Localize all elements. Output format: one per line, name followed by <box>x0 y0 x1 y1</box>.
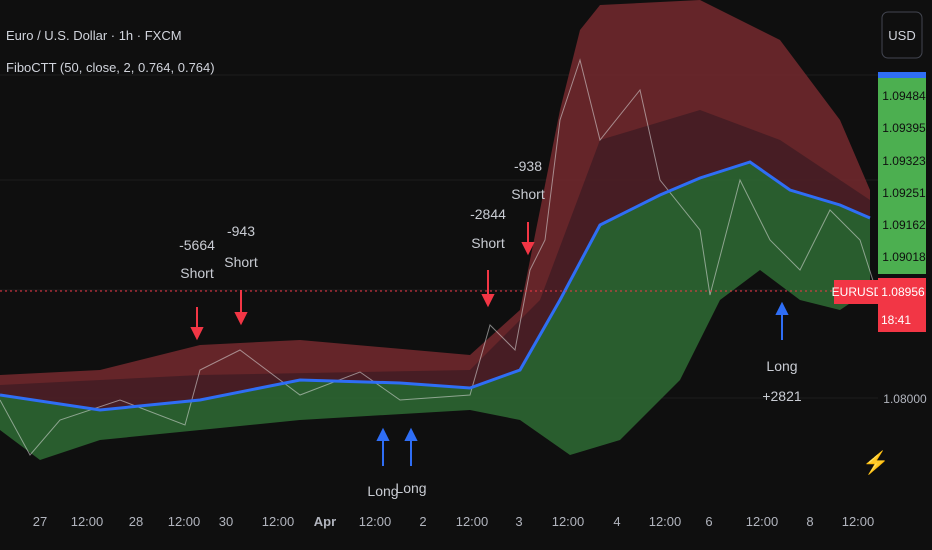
time-label: 12:00 <box>359 514 392 529</box>
time-label: 12:00 <box>262 514 295 529</box>
signal-value: +2821 <box>762 388 802 404</box>
signal-label: Short <box>180 265 214 281</box>
price-levels: 1.09484 1.09395 1.09323 1.09251 1.09162 … <box>878 78 926 274</box>
price-label: 1.09395 <box>882 121 926 135</box>
signal-value: -938 <box>514 158 542 174</box>
price-label: 1.09018 <box>882 250 926 264</box>
signals: -5664 Short -943 Short -2844 Short -938 … <box>179 158 802 499</box>
time-axis: 27 12:00 28 12:00 30 12:00 Apr 12:00 2 1… <box>33 514 875 529</box>
price <box>0 58 877 456</box>
indicator-name: FiboCTT (50, close, 2, 0.764, 0.764) <box>6 60 215 75</box>
signal-label: Short <box>224 254 258 270</box>
symbol-tag-text: EURUSD <box>832 285 883 299</box>
time-label: 6 <box>705 514 712 529</box>
time-label: 28 <box>129 514 143 529</box>
time-label: Apr <box>314 514 336 529</box>
current-price-tag <box>878 278 926 332</box>
price-label: 1.08000 <box>883 392 927 406</box>
countdown: 18:41 <box>881 313 911 327</box>
upper-band <box>0 0 870 410</box>
time-label: 12:00 <box>552 514 585 529</box>
price-label: 1.09162 <box>882 218 926 232</box>
signal-label: Long <box>367 483 398 499</box>
symbol-tag <box>834 280 880 304</box>
time-label: 30 <box>219 514 233 529</box>
lower-band <box>0 162 870 460</box>
signal-value: -943 <box>227 223 255 239</box>
time-label: 4 <box>613 514 620 529</box>
current-price: 1.08956 <box>881 285 925 299</box>
time-label: 12:00 <box>456 514 489 529</box>
price-label: 1.09484 <box>882 89 926 103</box>
basis-tag <box>878 72 926 78</box>
time-label: 8 <box>806 514 813 529</box>
signal-value: -2844 <box>470 206 506 222</box>
price-label: 1.09251 <box>882 186 926 200</box>
signal-value: -5664 <box>179 237 215 253</box>
symbol-title: Euro / U.S. Dollar · 1h · FXCM <box>6 28 182 43</box>
currency-button[interactable] <box>881 11 923 59</box>
signal-label: Short <box>511 186 545 202</box>
time-label: 3 <box>515 514 522 529</box>
signal-label: Long <box>395 480 426 496</box>
time-label: 27 <box>33 514 47 529</box>
price-label: 1.09323 <box>882 154 926 168</box>
signal-label: Short <box>471 235 505 251</box>
basis-line <box>0 160 871 412</box>
time-label: 12:00 <box>842 514 875 529</box>
time-label: 12:00 <box>71 514 104 529</box>
upper-inner-band <box>0 110 870 410</box>
signal-label: Long <box>766 358 797 374</box>
currency[interactable]: USD <box>888 28 915 43</box>
time-label: 12:00 <box>649 514 682 529</box>
time-label: 12:00 <box>746 514 779 529</box>
logo: ⚡ <box>862 450 889 476</box>
time-label: 12:00 <box>168 514 201 529</box>
time-label: 2 <box>419 514 426 529</box>
